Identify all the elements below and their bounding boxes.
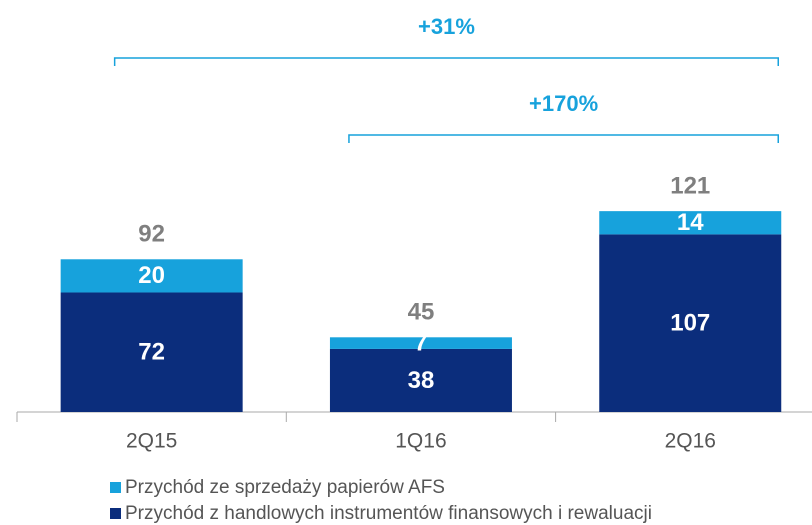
legend-swatch <box>110 508 121 519</box>
value-label: 72 <box>138 339 165 366</box>
bracket <box>113 57 779 66</box>
bar-segment <box>329 348 512 412</box>
bar-segment <box>329 337 512 349</box>
x-tick-label: 1Q16 <box>395 430 446 453</box>
annotation: +170% <box>529 91 598 116</box>
value-label: 14 <box>677 209 704 236</box>
value-label: 20 <box>138 262 165 289</box>
total-label: 121 <box>670 172 710 199</box>
total-label: 45 <box>408 299 435 326</box>
value-label: 107 <box>670 310 710 337</box>
annotation: +31% <box>418 14 475 39</box>
x-tick-label: 2Q15 <box>126 430 177 453</box>
legend-label: Przychód z handlowych instrumentów finan… <box>125 503 652 524</box>
x-tick-label: 2Q16 <box>665 430 716 453</box>
bar-segment <box>599 234 782 412</box>
total-label: 92 <box>138 221 165 248</box>
bar-segment <box>60 292 243 412</box>
bracket <box>348 134 779 143</box>
bar-segment <box>599 211 782 235</box>
legend-swatch <box>110 482 121 493</box>
value-label: 7 <box>414 329 427 356</box>
legend-label: Przychód ze sprzedaży papierów AFS <box>125 477 445 498</box>
bar-segment <box>60 259 243 293</box>
value-label: 38 <box>408 367 435 394</box>
